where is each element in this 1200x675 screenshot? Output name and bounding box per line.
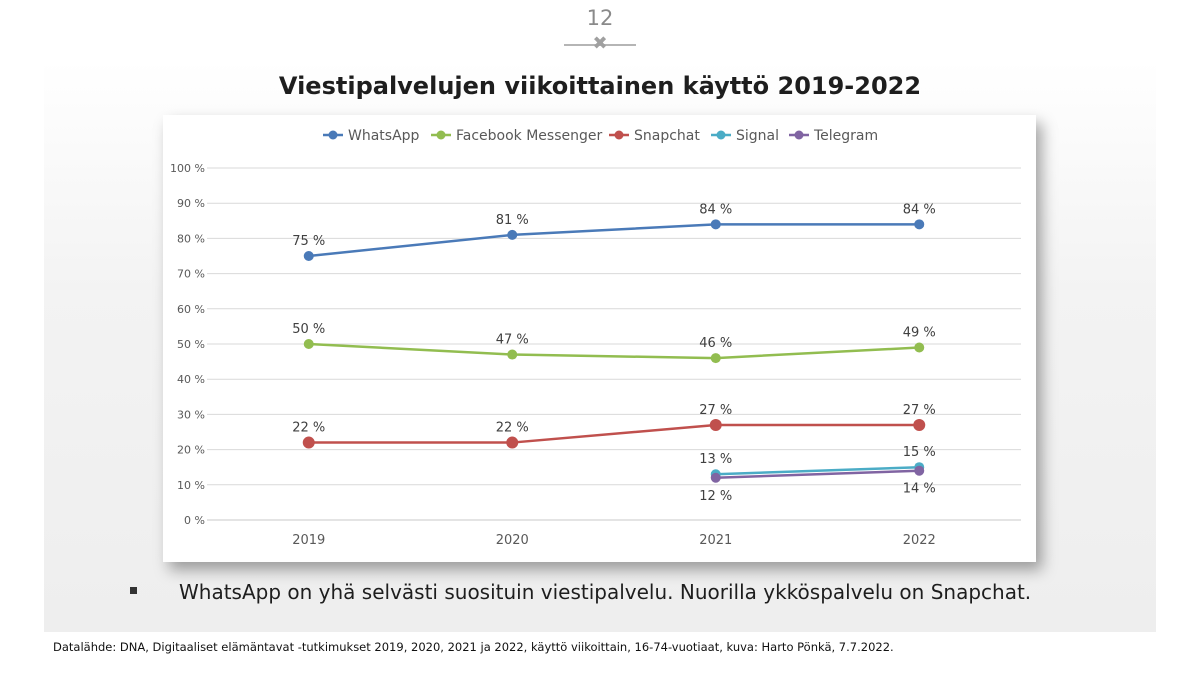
series-line [308,423,920,444]
data-label: 75 % [292,234,325,249]
data-point [303,251,314,261]
data-point [303,339,314,349]
data-label: 22 % [292,421,325,436]
x-tick-label: 2021 [699,533,732,548]
legend-marker [794,130,804,140]
line-chart: 0 % 10 % 20 % 30 % 40 % 50 % 60 % 70 % 80 % 90 % 1… [170,128,1021,548]
data-label: 81 % [496,213,529,228]
data-label: 49 % [903,326,936,341]
series-line [308,342,920,360]
data-point [710,472,721,483]
y-tick-label: 0 % [184,514,205,527]
data-point [506,436,519,449]
data-label: 22 % [496,421,529,436]
y-tick-label: 30 % [177,408,205,421]
legend-label: Telegram [813,128,878,144]
data-point [710,219,721,230]
data-label: 15 % [903,445,936,460]
y-tick-label: 90 % [177,197,205,210]
y-tick-label: 50 % [177,338,205,351]
data-point [507,229,518,240]
legend-marker [614,130,624,140]
legend-label: Facebook Messenger [456,128,602,144]
data-point [709,418,722,431]
series-line [715,465,920,476]
data-point [914,465,925,476]
y-tick-label: 60 % [177,303,205,316]
data-label: 50 % [292,322,325,337]
data-point [507,349,518,360]
y-tick-label: 10 % [177,479,205,492]
data-label: 14 % [903,482,936,497]
data-label: 47 % [496,333,529,348]
data-label: 46 % [699,336,732,351]
legend-marker [436,130,446,140]
y-tick-label: 20 % [177,444,205,457]
data-point [914,219,925,230]
y-tick-label: 100 % [170,162,205,175]
y-tick-label: 80 % [177,232,205,245]
data-point [302,436,315,449]
bullet-text: WhatsApp on yhä selvästi suosituin viest… [179,580,1032,604]
x-tick-label: 2020 [496,533,529,548]
data-label: 12 % [699,489,732,504]
chart-card: 0 % 10 % 20 % 30 % 40 % 50 % 60 % 70 % 80 % 90 % 1… [163,115,1036,562]
data-label: 13 % [699,452,732,467]
data-point [914,342,925,353]
source-note: Datalähde: DNA, Digitaaliset elämäntavat… [53,640,894,654]
data-label: 84 % [903,202,936,217]
data-label: 84 % [699,202,732,217]
divider-x-icon: ✖ [592,33,608,54]
legend-marker [716,130,726,140]
slide-title: Viestipalvelujen viikoittainen käyttö 20… [278,72,922,100]
y-tick-label: 40 % [177,373,205,386]
title-divider-line [564,44,636,46]
series-line [715,469,920,480]
legend-marker [328,130,338,140]
y-tick-label: 70 % [177,268,205,281]
x-tick-label: 2019 [292,533,325,548]
bullet-icon [130,587,137,594]
data-label: 27 % [903,403,936,418]
legend-label: Signal [736,128,779,144]
x-tick-label: 2022 [903,533,936,548]
data-point [710,353,721,364]
page-number: 12 [586,6,614,30]
legend-label: WhatsApp [348,128,420,144]
data-point [913,418,926,431]
series-line [308,223,920,258]
data-label: 27 % [699,403,732,418]
legend-label: Snapchat [634,128,700,144]
